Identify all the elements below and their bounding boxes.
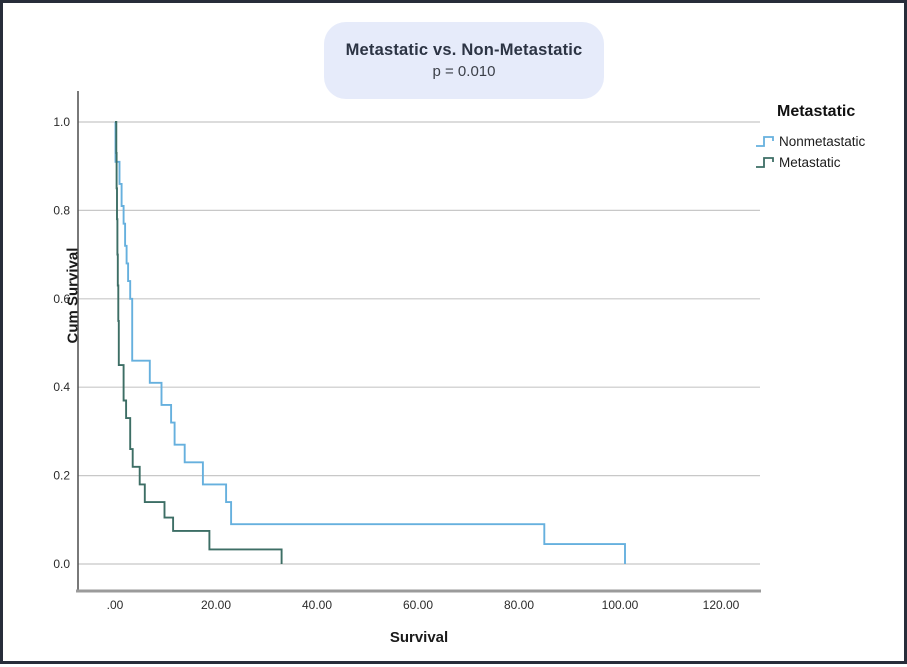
legend-title: Metastatic: [777, 103, 856, 120]
step-line-icon: [756, 157, 774, 168]
y-tick-label: 0.2: [53, 469, 70, 483]
y-tick-label: 0.8: [53, 203, 70, 217]
x-tick-label: 80.00: [504, 598, 534, 612]
x-tick-label: 40.00: [302, 598, 332, 612]
survival-plot: 0.0 0.2 0.4 0.6 0.8 1.0 .00 20.00 40.00 60.00 80.0…: [53, 91, 761, 612]
x-axis-title: Survival: [389, 629, 449, 646]
x-tick-label: 120.00: [703, 598, 740, 612]
legend-item-metastatic: Metastatic: [755, 152, 905, 173]
y-tick-label: 0.6: [53, 292, 70, 306]
legend-label: Metastatic: [779, 155, 841, 170]
x-tick-label: 100.00: [602, 598, 639, 612]
survival-curve-metastatic: [115, 121, 283, 564]
y-tick-label: 1.0: [53, 115, 70, 129]
legend-item-nonmetastatic: Nonmetastatic: [755, 131, 905, 152]
x-tick-label: .00: [107, 598, 124, 612]
pvalue-badge: Metastatic vs. Non-Metastatic p = 0.010: [324, 22, 604, 99]
survival-curve-nonmetastatic: [114, 121, 626, 564]
chart-title: Metastatic vs. Non-Metastatic: [345, 41, 583, 59]
y-tick-label: 0.4: [53, 380, 70, 394]
y-tick-label: 0.0: [53, 557, 70, 571]
x-tick-label: 20.00: [201, 598, 231, 612]
p-value-text: p = 0.010: [432, 63, 496, 80]
legend-label: Nonmetastatic: [779, 134, 866, 149]
x-tick-label: 60.00: [403, 598, 433, 612]
step-line-icon: [756, 136, 774, 147]
legend: Metastatic Nonmetastatic Metastatic: [755, 103, 905, 173]
